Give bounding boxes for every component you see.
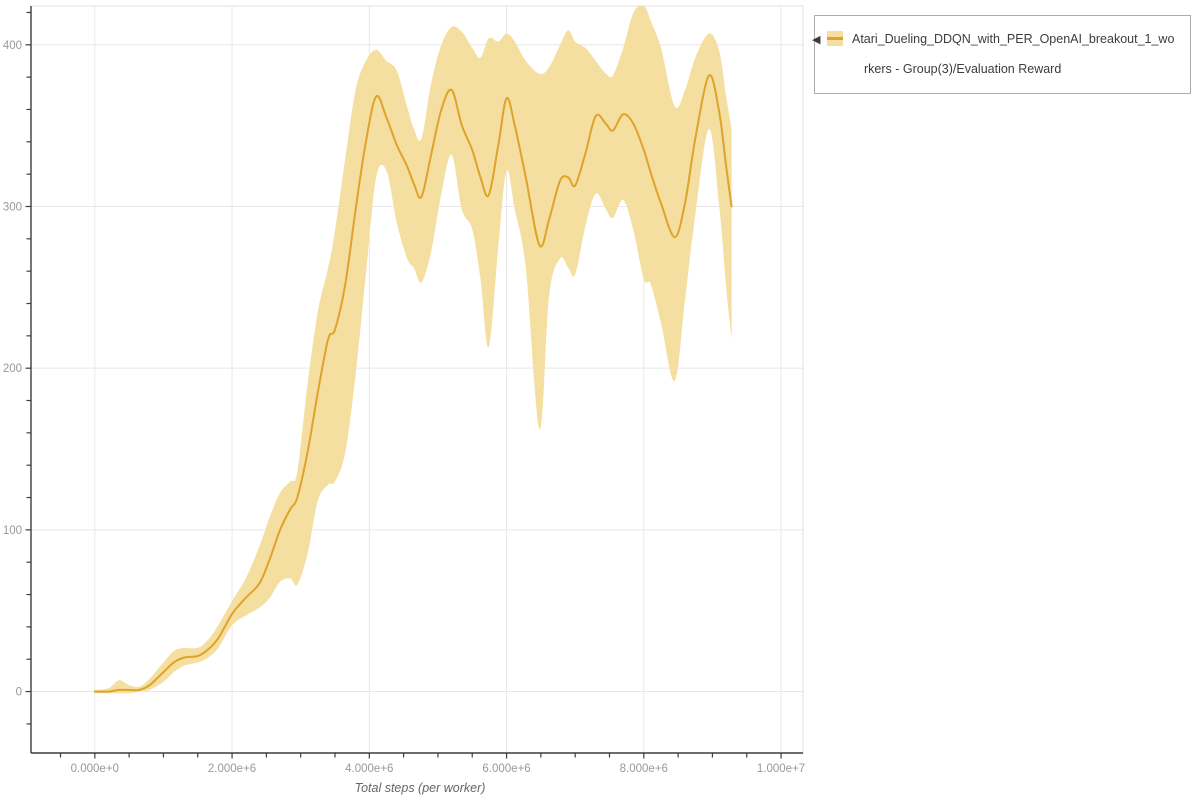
plot-area[interactable] — [31, 6, 803, 753]
legend-item-label: Atari_Dueling_DDQN_with_PER_OpenAI_break… — [852, 32, 1175, 76]
series-color-swatch — [827, 31, 843, 46]
x-tick-label: 4.000e+6 — [345, 763, 393, 775]
y-tick-label: 300 — [3, 201, 22, 213]
y-tick-label: 0 — [16, 687, 22, 699]
reward-line — [93, 74, 733, 693]
y-tick-label: 100 — [3, 525, 22, 537]
legend: ◀ Atari_Dueling_DDQN_with_PER_OpenAI_brea… — [812, 15, 1191, 94]
x-tick-label: 1.000e+7 — [757, 763, 805, 775]
x-axis-title: Total steps (per worker) — [354, 781, 486, 795]
confidence-band — [94, 6, 732, 694]
x-tick-label: 8.000e+6 — [620, 763, 668, 775]
legend-item[interactable]: ◀ Atari_Dueling_DDQN_with_PER_OpenAI_brea… — [812, 31, 1175, 76]
series-group — [93, 6, 733, 694]
axis-tick-labels: 0.000e+0 2.000e+6 4.000e+6 6.000e+6 8.000e+6… — [3, 40, 805, 775]
series-line-sample — [827, 37, 843, 40]
y-tick-label: 200 — [3, 363, 22, 375]
axis-ticks — [25, 11, 782, 759]
x-tick-label: 0.000e+0 — [71, 763, 119, 775]
x-tick-label: 6.000e+6 — [482, 763, 530, 775]
y-tick-label: 400 — [3, 40, 22, 52]
x-tick-label: 2.000e+6 — [208, 763, 256, 775]
